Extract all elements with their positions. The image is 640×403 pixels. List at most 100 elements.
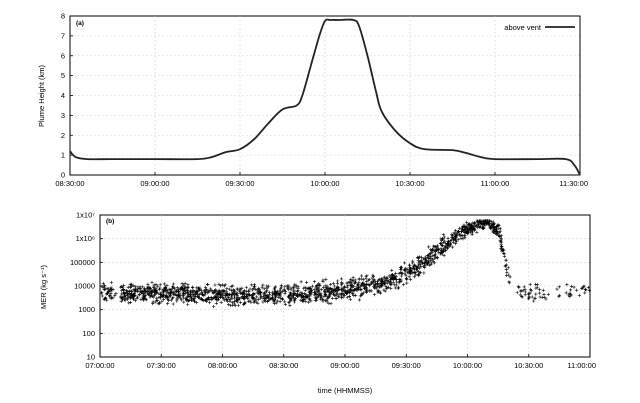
- scatter-point: [225, 287, 229, 291]
- x-tick-label-b: 10:30:00: [514, 361, 543, 370]
- scatter-point: [213, 283, 217, 287]
- scatter-point: [231, 284, 235, 288]
- scatter-point: [359, 283, 363, 287]
- scatter-point: [475, 219, 479, 223]
- scatter-point: [303, 285, 307, 289]
- scatter-point: [261, 283, 265, 287]
- scatter-point: [209, 289, 213, 293]
- scatter-point: [397, 272, 401, 276]
- scatter-point: [300, 292, 305, 296]
- scatter-point: [222, 284, 226, 288]
- scatter-point: [201, 294, 205, 298]
- scatter-point: [350, 283, 355, 288]
- scatter-point: [528, 287, 533, 291]
- scatter-point: [228, 293, 232, 297]
- scatter-point: [341, 293, 345, 297]
- scatter-point: [288, 303, 292, 307]
- scatter-point: [238, 289, 242, 294]
- scatter-point: [357, 277, 361, 282]
- scatter-point: [113, 293, 117, 297]
- scatter-point: [353, 278, 357, 282]
- scatter-point: [282, 287, 286, 291]
- scatter-point: [376, 288, 380, 292]
- scatter-point: [454, 229, 458, 233]
- scatter-point: [266, 300, 270, 304]
- scatter-point: [405, 281, 409, 285]
- scatter-point: [397, 281, 401, 285]
- scatter-point: [340, 286, 344, 290]
- scatter-point: [138, 290, 142, 294]
- scatter-point: [222, 288, 226, 292]
- scatter-point: [359, 288, 363, 292]
- scatter-point: [247, 289, 251, 293]
- scatter-point: [348, 297, 352, 301]
- scatter-point: [152, 287, 157, 291]
- scatter-point: [267, 284, 271, 288]
- scatter-point: [459, 233, 463, 237]
- scatter-point: [278, 292, 282, 296]
- scatter-point: [279, 283, 283, 287]
- scatter-point: [182, 283, 186, 287]
- scatter-point: [291, 291, 295, 295]
- scatter-point: [128, 294, 132, 298]
- scatter-point: [444, 249, 448, 253]
- scatter-point: [335, 281, 339, 285]
- scatter-point: [252, 283, 257, 287]
- scatter-point: [441, 240, 445, 244]
- scatter-point: [270, 293, 274, 297]
- scatter-point: [143, 293, 147, 297]
- y-tick-label-b: 100000: [70, 258, 95, 267]
- scatter-point: [152, 291, 156, 295]
- scatter-point: [129, 282, 133, 286]
- scatter-point: [255, 295, 259, 299]
- scatter-point: [325, 300, 329, 304]
- scatter-point: [104, 296, 108, 300]
- scatter-point: [572, 285, 576, 289]
- mer-chart: 07:00:00 07:30:00 08:00:00 08:30:00 09:00:00…: [39, 211, 596, 396]
- scatter-point: [228, 298, 232, 302]
- scatter-point: [146, 286, 150, 290]
- scatter-point: [340, 282, 344, 286]
- scatter-point: [400, 271, 404, 276]
- scatter-point: [416, 264, 420, 268]
- scatter-point: [429, 263, 433, 267]
- scatter-point: [330, 296, 334, 300]
- scatter-point: [141, 285, 145, 289]
- scatter-point: [312, 280, 317, 284]
- scatter-point: [414, 267, 419, 271]
- scatter-point: [211, 291, 215, 295]
- scatter-point: [105, 286, 109, 290]
- scatter-point: [179, 296, 183, 300]
- scatter-point: [167, 287, 171, 291]
- scatter-point: [251, 286, 255, 290]
- scatter-point: [389, 275, 393, 280]
- scatter-point: [265, 295, 269, 299]
- scatter-point: [470, 225, 474, 229]
- scatter-point: [535, 286, 539, 290]
- scatter-point: [347, 294, 351, 299]
- y-axis-label-b: MER (kg s⁻¹): [39, 265, 48, 309]
- scatter-point: [544, 297, 548, 301]
- scatter-point: [407, 269, 412, 273]
- scatter-point: [188, 290, 192, 294]
- scatter-point: [416, 256, 420, 261]
- scatter-point: [467, 222, 471, 226]
- scatter-point: [443, 245, 447, 249]
- above-vent-series-line: [69, 18, 581, 176]
- scatter-point: [122, 288, 126, 292]
- scatter-point: [317, 294, 321, 298]
- scatter-point: [272, 302, 276, 306]
- scatter-point: [420, 261, 425, 266]
- scatter-point: [405, 270, 409, 274]
- scatter-point: [136, 295, 140, 299]
- scatter-point: [288, 298, 293, 302]
- scatter-point: [156, 284, 160, 288]
- scatter-point: [223, 291, 227, 295]
- scatter-point: [439, 241, 443, 245]
- scatter-point: [153, 289, 157, 293]
- scatter-point: [426, 262, 430, 266]
- scatter-point: [207, 295, 211, 299]
- scatter-point: [216, 294, 220, 299]
- scatter-point: [564, 291, 568, 295]
- scatter-point: [439, 247, 443, 251]
